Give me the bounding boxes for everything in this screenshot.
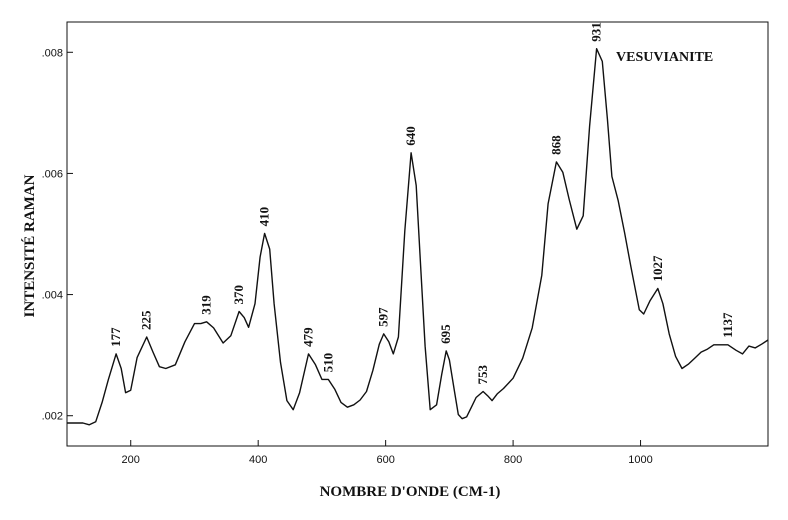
x-axis-title: NOMBRE D'ONDE (CM-1) bbox=[320, 484, 501, 500]
y-tick-label: .006 bbox=[42, 168, 63, 180]
y-tick-label: .008 bbox=[42, 47, 63, 59]
y-tick-label: .002 bbox=[42, 411, 63, 423]
peak-label-931: 931 bbox=[589, 22, 604, 42]
peak-labels: 177 225 319 370 410 479 510 597 640 695 753 868 931 1… bbox=[108, 22, 735, 384]
peak-label-868: 868 bbox=[548, 135, 563, 155]
peak-label-479: 479 bbox=[301, 327, 316, 347]
x-tick-label: 200 bbox=[122, 454, 140, 466]
x-tick-label: 400 bbox=[249, 454, 267, 466]
chart-title: VESUVIANITE bbox=[616, 50, 713, 65]
peak-label-753: 753 bbox=[475, 365, 490, 385]
peak-label-597: 597 bbox=[376, 307, 391, 327]
y-tick-label: .004 bbox=[42, 290, 63, 302]
peak-label-1027: 1027 bbox=[650, 255, 665, 282]
x-axis: 200 400 600 800 1000 bbox=[122, 440, 653, 466]
peak-label-640: 640 bbox=[403, 126, 418, 146]
peak-label-510: 510 bbox=[320, 353, 335, 373]
peak-label-225: 225 bbox=[139, 310, 154, 330]
peak-label-695: 695 bbox=[438, 324, 453, 344]
x-tick-label: 800 bbox=[504, 454, 522, 466]
y-axis: .002 .004 .006 .008 bbox=[42, 47, 73, 423]
peak-label-1137: 1137 bbox=[720, 312, 735, 338]
peak-label-370: 370 bbox=[231, 285, 246, 305]
x-tick-label: 600 bbox=[376, 454, 394, 466]
y-axis-title: INTENSITÉ RAMAN bbox=[21, 174, 38, 317]
peak-label-319: 319 bbox=[199, 295, 214, 315]
peak-label-410: 410 bbox=[257, 207, 272, 227]
peak-label-177: 177 bbox=[108, 327, 123, 347]
spectrum-line bbox=[67, 48, 769, 426]
x-tick-label: 1000 bbox=[628, 454, 652, 466]
plot-frame bbox=[66, 21, 769, 447]
